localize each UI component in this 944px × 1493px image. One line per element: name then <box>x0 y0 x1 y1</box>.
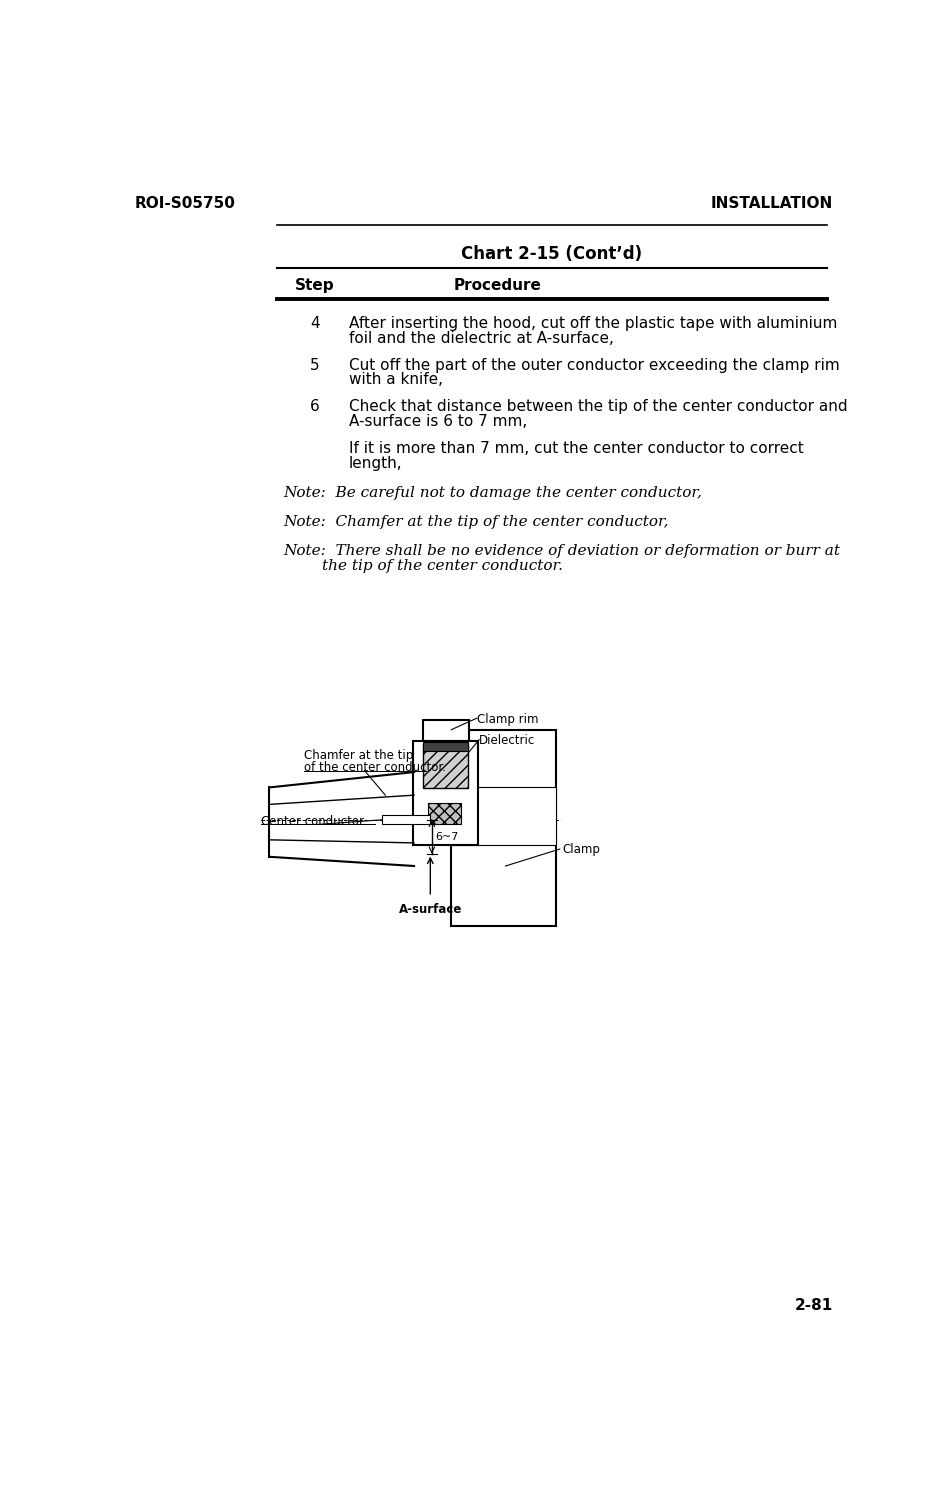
Text: Procedure: Procedure <box>454 278 542 293</box>
Text: Dielectric: Dielectric <box>480 733 535 746</box>
Text: INSTALLATION: INSTALLATION <box>710 196 833 211</box>
Bar <box>413 741 479 845</box>
Bar <box>451 787 556 845</box>
Text: After inserting the hood, cut off the plastic tape with aluminium: After inserting the hood, cut off the pl… <box>349 317 837 331</box>
Text: Note:  Be careful not to damage the center conductor,: Note: Be careful not to damage the cente… <box>283 485 702 500</box>
Text: Note:  There shall be no evidence of deviation or deformation or burr at: Note: There shall be no evidence of devi… <box>283 543 840 558</box>
Text: A-surface: A-surface <box>398 903 462 917</box>
Text: Clamp rim: Clamp rim <box>477 712 538 726</box>
Bar <box>381 815 430 824</box>
Text: 6~7: 6~7 <box>436 832 459 842</box>
Text: 2-81: 2-81 <box>794 1299 833 1314</box>
Text: Check that distance between the tip of the center conductor and: Check that distance between the tip of t… <box>349 400 848 415</box>
Text: Chamfer at the tip: Chamfer at the tip <box>304 749 413 761</box>
Text: Cut off the part of the outer conductor exceeding the clamp rim: Cut off the part of the outer conductor … <box>349 358 840 373</box>
Text: Chart 2-15 (Cont’d): Chart 2-15 (Cont’d) <box>462 245 643 263</box>
Text: the tip of the center conductor.: the tip of the center conductor. <box>283 558 563 573</box>
Text: 6: 6 <box>310 400 320 415</box>
Bar <box>423 721 469 741</box>
Text: Note:  Chamfer at the tip of the center conductor,: Note: Chamfer at the tip of the center c… <box>283 515 668 529</box>
Text: If it is more than 7 mm, cut the center conductor to correct: If it is more than 7 mm, cut the center … <box>349 440 803 455</box>
Text: ROI-S05750: ROI-S05750 <box>135 196 236 211</box>
Bar <box>428 803 462 824</box>
Text: with a knife,: with a knife, <box>349 372 443 387</box>
Text: 5: 5 <box>310 358 320 373</box>
Text: foil and the dielectric at A-surface,: foil and the dielectric at A-surface, <box>349 331 614 346</box>
Text: Clamp: Clamp <box>562 842 600 855</box>
Bar <box>423 744 468 788</box>
Text: Step: Step <box>295 278 334 293</box>
Bar <box>451 730 556 926</box>
Text: A-surface is 6 to 7 mm,: A-surface is 6 to 7 mm, <box>349 414 527 428</box>
Text: Center conductor: Center conductor <box>261 815 364 829</box>
Text: 4: 4 <box>310 317 320 331</box>
Bar <box>423 742 468 751</box>
Text: length,: length, <box>349 455 402 470</box>
Text: of the center conductor.: of the center conductor. <box>304 761 446 775</box>
